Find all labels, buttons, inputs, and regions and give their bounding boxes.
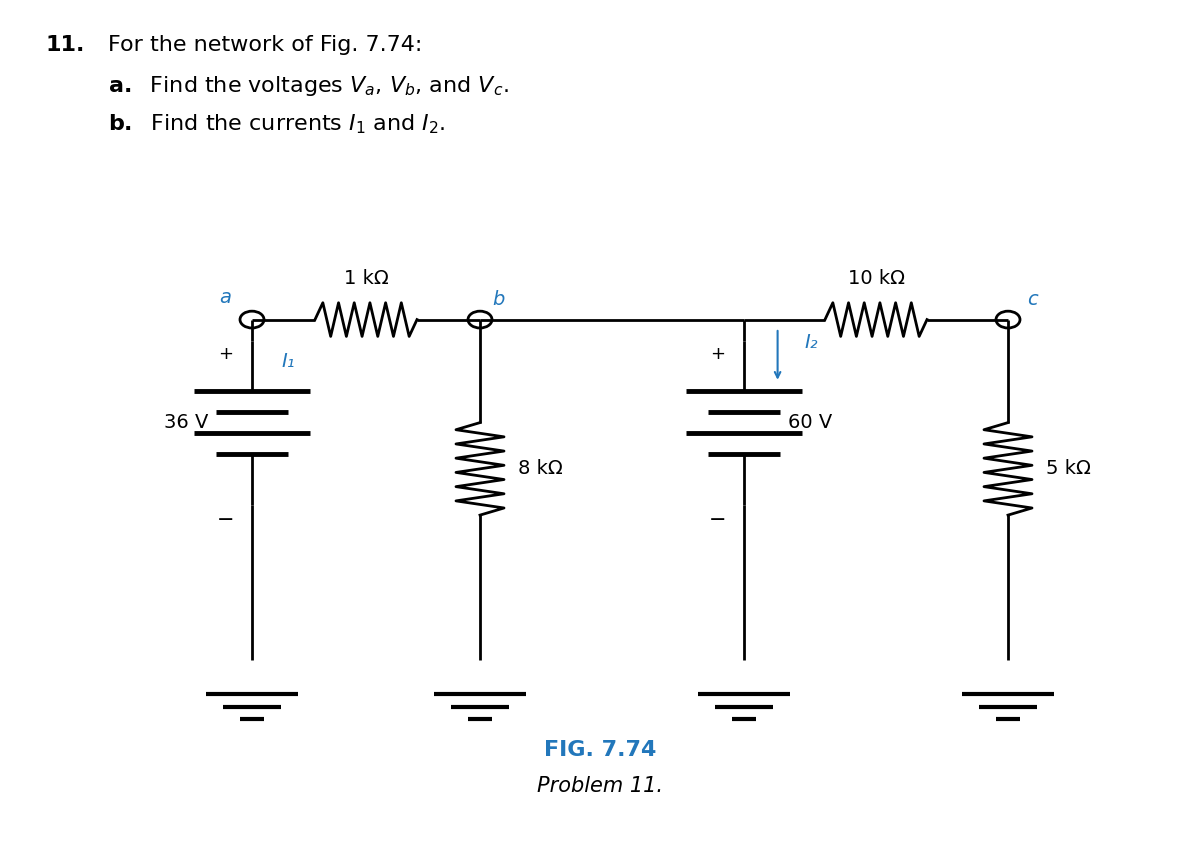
Text: +: + [710,345,725,362]
Text: −: − [709,510,726,531]
Text: a: a [220,288,232,307]
Text: For the network of Fig. 7.74:: For the network of Fig. 7.74: [108,35,422,56]
Text: 5 kΩ: 5 kΩ [1046,459,1091,479]
Text: c: c [1027,290,1037,309]
Text: +: + [218,345,233,362]
Text: 11.: 11. [46,35,85,56]
Text: FIG. 7.74: FIG. 7.74 [544,740,656,760]
Text: 36 V: 36 V [164,413,208,432]
Text: 60 V: 60 V [788,413,832,432]
Text: −: − [217,510,234,531]
Text: $\mathbf{b.}$  Find the currents $I_1$ and $I_2$.: $\mathbf{b.}$ Find the currents $I_1$ an… [108,113,445,136]
Text: 1 kΩ: 1 kΩ [343,268,389,288]
Text: 8 kΩ: 8 kΩ [518,459,563,479]
Text: I₁: I₁ [281,352,295,371]
Text: I₂: I₂ [804,333,817,352]
Text: $\mathbf{a.}$  Find the voltages $V_a$, $V_b$, and $V_c$.: $\mathbf{a.}$ Find the voltages $V_a$, $… [108,74,509,98]
Text: 10 kΩ: 10 kΩ [847,268,905,288]
Text: b: b [492,289,504,309]
Text: Problem 11.: Problem 11. [538,776,662,796]
